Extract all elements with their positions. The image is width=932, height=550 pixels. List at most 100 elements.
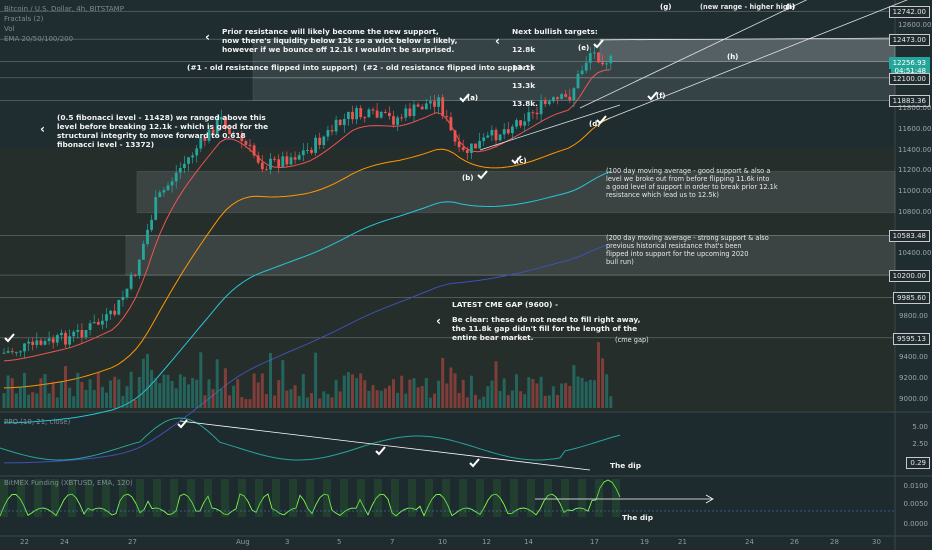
wave-i: (i) [786, 3, 795, 11]
candle-body [228, 128, 231, 135]
time-tick: 5 [337, 538, 342, 546]
candle-body [543, 100, 547, 105]
volume-bar [39, 378, 43, 408]
volume-bar [556, 395, 559, 408]
candle-body [6, 351, 10, 353]
candle-body [310, 149, 313, 153]
volume-bar [281, 360, 285, 408]
volume-bar [178, 374, 182, 408]
funding-bar [425, 479, 433, 517]
candle-body [154, 197, 158, 220]
candle-body [461, 147, 465, 150]
candle-body [306, 149, 309, 151]
wave-f: (f) [656, 92, 666, 100]
volume-bar [154, 378, 158, 408]
candle-body [478, 140, 481, 149]
volume-bar [162, 374, 166, 408]
funding-bar [357, 479, 365, 517]
volume-bar [469, 375, 473, 408]
candle-body [14, 352, 18, 354]
volume-bar [322, 391, 326, 408]
candle-body [273, 158, 276, 160]
candle-body [437, 97, 440, 107]
time-tick: 24 [745, 538, 754, 546]
volume-bar [482, 396, 486, 408]
funding-bar [595, 479, 603, 517]
volume-bar [215, 359, 219, 408]
volume-bar [461, 379, 465, 408]
symbol-legend[interactable]: Bitcoin / U.S. Dollar, 4h, BITSTAMP Frac… [4, 4, 124, 44]
target-4: 13.8k. [512, 99, 538, 108]
volume-bar [428, 397, 432, 408]
volume-bar [416, 387, 420, 408]
candle-body [256, 155, 260, 163]
price-tick: 10800.00 [898, 207, 932, 216]
chevron-left-icon: ‹ [205, 30, 210, 44]
candle-body [269, 158, 272, 170]
volume-bar [449, 367, 453, 408]
volume-bar [55, 397, 59, 408]
candle-body [240, 134, 244, 142]
price-tick: 9595.13 [893, 332, 930, 345]
candle-body [322, 136, 326, 145]
candle-body [609, 55, 613, 64]
volume-bar [260, 373, 264, 408]
candle-body [470, 143, 473, 154]
candle-body [486, 135, 490, 138]
candle-body [568, 96, 572, 100]
volume-bar [14, 393, 18, 408]
arrow-right-icon [705, 494, 714, 504]
volume-bar [392, 379, 395, 408]
candle-body [236, 132, 240, 135]
candle-body [519, 120, 522, 126]
time-tick: 26 [790, 538, 799, 546]
candle-body [68, 336, 71, 345]
volume-bar [2, 393, 6, 408]
funding-pane-bg [0, 477, 895, 535]
volume-bar [273, 395, 277, 408]
candle-body [494, 129, 498, 141]
candle-body [174, 172, 178, 182]
volume-bar [383, 388, 387, 408]
funding-bar [510, 479, 518, 517]
volume-bar [244, 399, 248, 408]
volume-bar [359, 373, 363, 408]
volume-bar [269, 352, 272, 408]
candle-body [64, 332, 67, 345]
check-icon [375, 446, 386, 456]
funding-bar [51, 479, 59, 517]
candle-body [211, 129, 215, 136]
candle-body [277, 159, 281, 167]
candle-body [392, 116, 395, 125]
resistance-note: Prior resistance will likely become the … [222, 27, 458, 54]
volume-bar [543, 395, 547, 408]
volume-bar [109, 380, 113, 408]
candle-body [187, 157, 190, 164]
volume-bar [597, 342, 600, 408]
candle-body [326, 130, 330, 137]
ema100-line [3, 171, 611, 424]
candle-body [457, 141, 461, 148]
volume-bar [576, 376, 580, 408]
price-tick: 12473.00 [888, 34, 930, 47]
volume-bar [35, 393, 39, 408]
volume-bar [453, 373, 457, 408]
range-box [599, 38, 896, 62]
volume-bar [174, 388, 178, 408]
volume-bar [367, 390, 371, 408]
lower-shade [0, 147, 895, 417]
fractals-label: Fractals (2) [4, 15, 44, 23]
volume-bar [338, 391, 342, 408]
candle-body [232, 132, 235, 135]
volume-bar [445, 383, 449, 408]
candle-body [531, 112, 535, 114]
volume-bar [6, 375, 10, 408]
funding-bar [0, 479, 8, 517]
funding-bar [527, 479, 535, 517]
candle-body [113, 310, 117, 315]
volume-bar [236, 379, 240, 408]
wave-h: (h) [727, 53, 739, 61]
candle-body [293, 157, 297, 160]
